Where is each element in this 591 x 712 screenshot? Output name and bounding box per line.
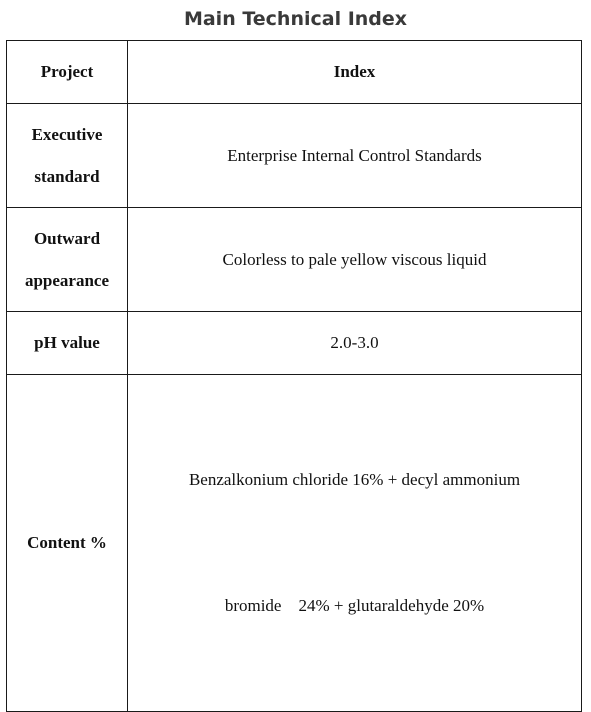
table-header-row: Project Index (6, 40, 582, 104)
label-line: Content % (27, 533, 107, 552)
page-title: Main Technical Index (183, 8, 408, 30)
row-value-outward-appearance: Colorless to pale yellow viscous liquid (127, 207, 582, 312)
value-line: bromide 24% + glutaraldehyde 20% (224, 596, 485, 615)
label-line: pH value (34, 333, 100, 352)
row-label-ph-value: pH value (6, 311, 128, 375)
row-value-executive-standard: Enterprise Internal Control Standards (127, 103, 582, 208)
row-label-outward-appearance: Outward appearance (6, 207, 128, 312)
value-line: Enterprise Internal Control Standards (227, 145, 482, 165)
label-line: standard (34, 166, 100, 186)
value-line: 2.0-3.0 (330, 333, 379, 352)
label-line: Outward (33, 228, 101, 248)
row-label-executive-standard: Executive standard (6, 103, 128, 208)
row-value-ph-value: 2.0-3.0 (127, 311, 582, 375)
header-project: Project (6, 40, 128, 104)
label-line: appearance (24, 270, 110, 290)
row-value-content: Benzalkonium chloride 16% + decyl ammoni… (127, 374, 582, 712)
table-row: Content % Benzalkonium chloride 16% + de… (6, 374, 582, 712)
value-line: Colorless to pale yellow viscous liquid (222, 249, 487, 269)
table-row: Executive standard Enterprise Internal C… (6, 103, 582, 208)
table-row: Outward appearance Colorless to pale yel… (6, 207, 582, 312)
technical-index-table: Project Index Executive standard Enterpr… (6, 40, 582, 712)
label-line: Executive (31, 124, 103, 144)
value-line: Benzalkonium chloride 16% + decyl ammoni… (188, 470, 521, 489)
row-label-content: Content % (6, 374, 128, 712)
header-index: Index (127, 40, 582, 104)
table-row: pH value 2.0-3.0 (6, 311, 582, 375)
